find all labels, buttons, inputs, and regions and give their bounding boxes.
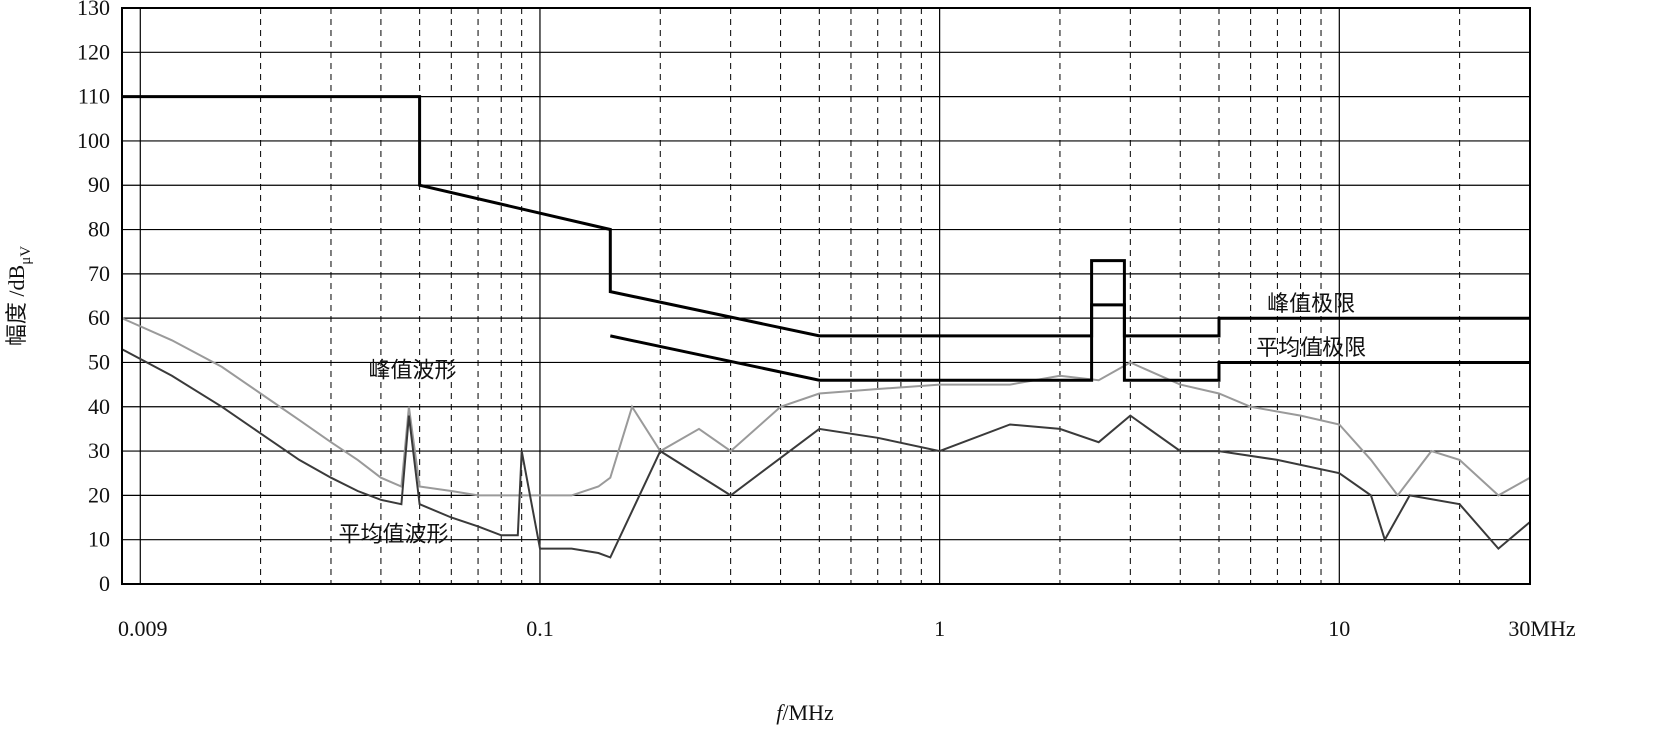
series-annotation: 平均值极限 bbox=[1256, 336, 1366, 361]
y-tick-label: 30 bbox=[88, 438, 110, 463]
x-axis-title-italic: f bbox=[776, 700, 785, 725]
y-tick-label: 40 bbox=[88, 394, 110, 419]
y-tick-labels: 0 10 20 30 40 50 60 70 80 90 100 110 120 130 bbox=[77, 0, 110, 596]
x-tick-label: 30MHz bbox=[1508, 616, 1575, 641]
y-tick-label: 90 bbox=[88, 172, 110, 197]
y-axis-title: 幅度 /dBμV bbox=[4, 246, 34, 346]
x-axis-title-unit: /MHz bbox=[782, 700, 834, 725]
y-tick-label: 130 bbox=[77, 0, 110, 20]
x-tick-labels: 0.009 0.1 1 10 30MHz bbox=[118, 616, 1576, 641]
x-axis-title: f/MHz bbox=[776, 700, 834, 725]
y-tick-label: 60 bbox=[88, 305, 110, 330]
series-average-waveform bbox=[121, 348, 1531, 559]
x-tick-label: 1 bbox=[934, 616, 945, 641]
y-tick-label: 100 bbox=[77, 128, 110, 153]
y-tick-label: 80 bbox=[88, 217, 110, 242]
series-annotation: 峰值极限 bbox=[1267, 292, 1355, 317]
y-tick-label: 50 bbox=[88, 349, 110, 374]
series-average-limit bbox=[609, 303, 1530, 382]
y-axis-title-main: 幅度 /dB bbox=[4, 265, 29, 346]
plot-frame bbox=[121, 7, 1531, 585]
y-tick-label: 0 bbox=[99, 571, 110, 596]
y-axis-title-sub: μV bbox=[18, 246, 34, 265]
y-tick-label: 70 bbox=[88, 261, 110, 286]
x-tick-label: 10 bbox=[1328, 616, 1350, 641]
x-tick-label: 0.1 bbox=[526, 616, 554, 641]
x-tick-label: 0.009 bbox=[118, 616, 168, 641]
y-tick-label: 120 bbox=[77, 39, 110, 64]
series-layer bbox=[121, 95, 1531, 559]
series-annotation: 峰值波形 bbox=[369, 358, 457, 383]
series-peak-waveform bbox=[121, 317, 1531, 498]
series-annotation: 平均值波形 bbox=[338, 522, 448, 547]
y-tick-label: 20 bbox=[88, 482, 110, 507]
y-tick-label: 110 bbox=[78, 84, 110, 109]
y-tick-label: 10 bbox=[88, 527, 110, 552]
